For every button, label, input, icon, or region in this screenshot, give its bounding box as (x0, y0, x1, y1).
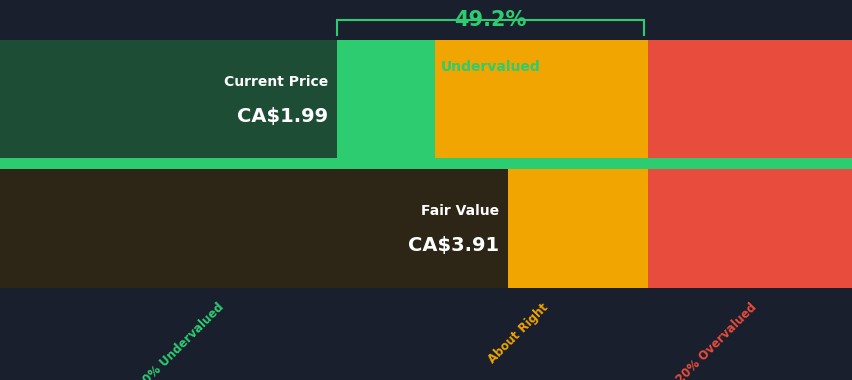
Text: CA$1.99: CA$1.99 (237, 107, 328, 126)
Bar (435, 40, 648, 288)
Text: Undervalued: Undervalued (440, 60, 539, 74)
Bar (0, 40, 337, 158)
Text: CA$3.91: CA$3.91 (407, 236, 498, 255)
Bar (0, 158, 852, 169)
Text: About Right: About Right (486, 301, 550, 366)
Bar (0, 40, 435, 288)
Bar (648, 40, 852, 288)
Text: 49.2%: 49.2% (454, 10, 526, 30)
Bar (0, 169, 507, 288)
Text: Current Price: Current Price (224, 75, 328, 89)
Text: Fair Value: Fair Value (420, 204, 498, 218)
Text: 20% Overvalued: 20% Overvalued (674, 301, 759, 380)
Text: 20% Undervalued: 20% Undervalued (135, 301, 227, 380)
